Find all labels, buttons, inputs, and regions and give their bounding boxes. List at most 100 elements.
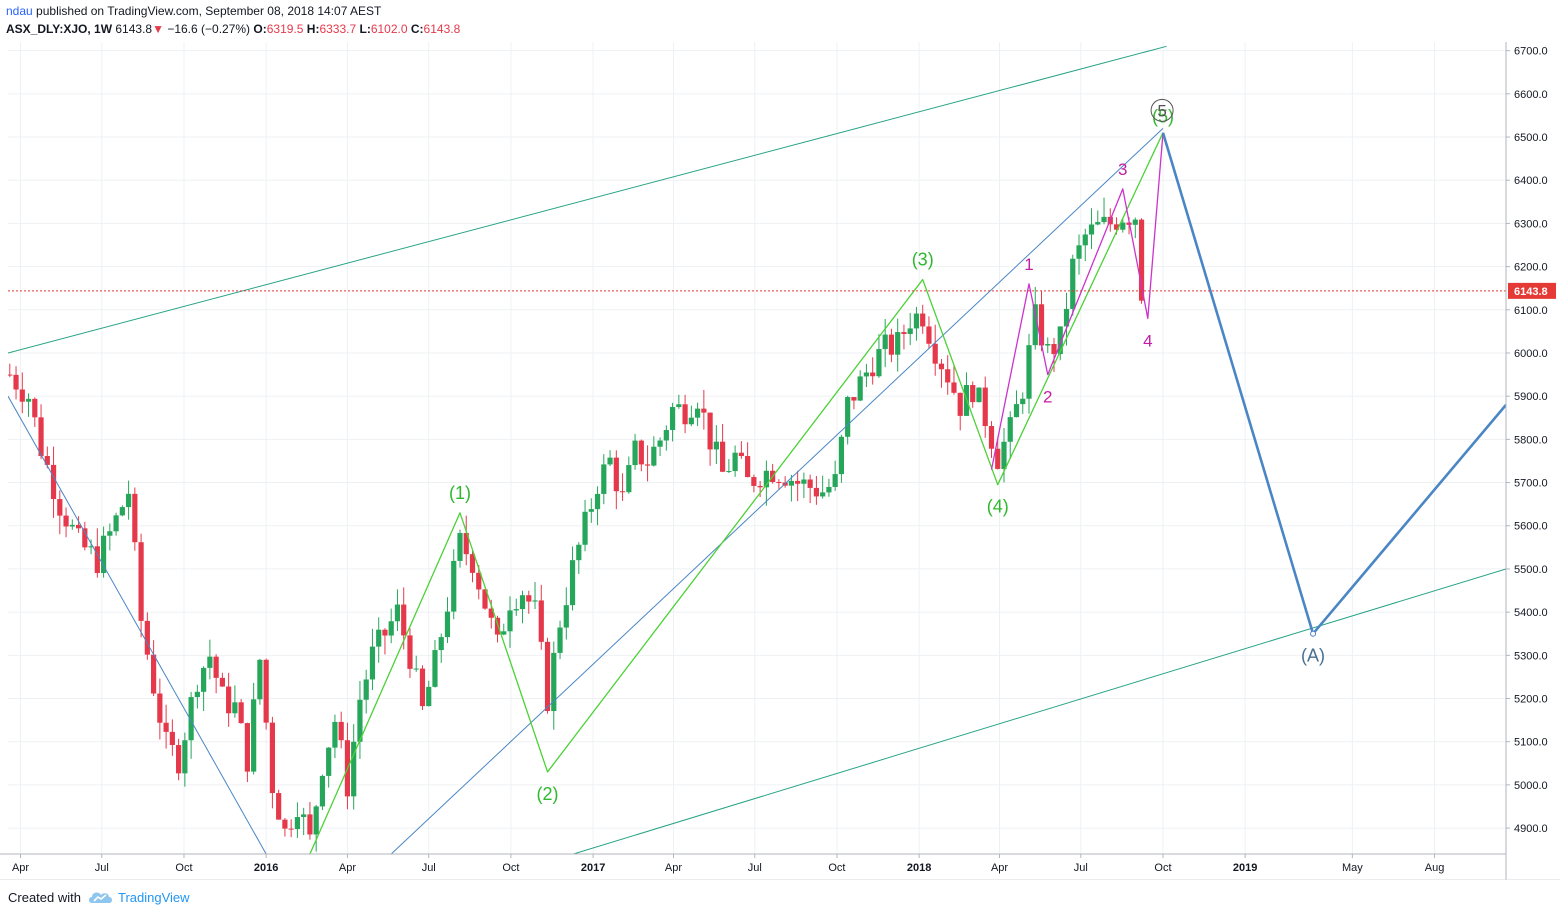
candle-body (50, 464, 57, 500)
candle-body (888, 334, 895, 355)
publish-line: ndau published on TradingView.com, Septe… (6, 4, 381, 18)
candle-body (1076, 245, 1082, 259)
candle-6 (44, 446, 50, 469)
candle-body (232, 702, 238, 714)
candle-body (138, 542, 144, 621)
close-label: C: (410, 22, 424, 36)
candle-body (1113, 224, 1120, 230)
candle-body (482, 589, 488, 609)
price-chart[interactable]: (1) (2) (3) (4) (5) 1 2 3 4 5 (A) 4900.0 5000.0 5100.… (0, 42, 1560, 880)
candle-body (407, 635, 413, 669)
candle-body (201, 667, 207, 692)
candle-32 (207, 639, 213, 680)
candle-3 (25, 393, 32, 417)
candle-123 (776, 479, 782, 489)
candle-body (1120, 222, 1126, 230)
candle-body (188, 697, 194, 741)
candle-162 (1020, 392, 1026, 414)
candle-38 (244, 722, 250, 783)
x-tick-label-9: Jul (748, 862, 762, 874)
last-price-badge (1508, 282, 1556, 299)
candle-body (976, 387, 982, 403)
candle-11 (75, 516, 82, 533)
candle-152 (957, 392, 963, 431)
candle-58 (369, 628, 376, 691)
candle-body (701, 408, 707, 413)
candle-66 (419, 665, 426, 711)
candle-15 (100, 526, 107, 578)
candle-body (688, 417, 694, 425)
candle-body (88, 546, 94, 548)
candle-90 (569, 546, 576, 611)
candle-141 (888, 328, 895, 363)
candle-21 (138, 533, 144, 638)
candle-34 (219, 672, 225, 688)
y-tick-label-10: 5900.0 (1514, 391, 1548, 403)
candle-45 (288, 819, 294, 838)
candle-body (1138, 219, 1145, 301)
author-link[interactable]: ndau (6, 4, 33, 18)
candle-body (288, 828, 294, 830)
candle-107 (676, 394, 682, 409)
candle-24 (157, 678, 163, 740)
y-tick-label-3: 5200.0 (1514, 694, 1548, 706)
candle-74 (469, 550, 476, 583)
candle-173 (1088, 208, 1095, 250)
candle-body (882, 334, 888, 350)
wave-label-5: 1 (1024, 255, 1033, 274)
candle-101 (638, 439, 644, 472)
candle-132 (832, 460, 838, 491)
candle-body (32, 398, 38, 418)
candle-144 (907, 312, 913, 346)
candle-1 (13, 366, 19, 400)
candle-body (1132, 219, 1138, 225)
candle-body (538, 600, 544, 642)
candle-body (838, 436, 845, 475)
candle-97 (613, 450, 619, 510)
candle-109 (688, 405, 694, 427)
candle-142 (895, 318, 901, 372)
candle-175 (1101, 197, 1107, 225)
wave-label-3: (4) (987, 497, 1009, 517)
candle-body (870, 372, 876, 377)
y-tick-label-6: 5500.0 (1514, 564, 1548, 576)
candle-body (576, 544, 582, 561)
candle-body (357, 699, 363, 742)
candle-7 (50, 446, 57, 518)
candle-33 (213, 654, 219, 694)
tradingview-cloud-icon[interactable] (88, 889, 114, 905)
candle-75 (476, 565, 482, 600)
candle-body (676, 404, 682, 408)
candle-115 (726, 459, 732, 474)
x-tick-label-4: Apr (339, 862, 356, 874)
candle-body (513, 609, 519, 611)
candle-body (151, 654, 157, 694)
candle-body (488, 608, 494, 618)
candle-body (369, 646, 376, 680)
y-tick-label-7: 5600.0 (1514, 521, 1548, 533)
candle-body (269, 722, 276, 794)
candle-body (720, 441, 726, 472)
candle-73 (463, 515, 469, 566)
candle-172 (1082, 228, 1088, 262)
candle-body (1013, 404, 1020, 418)
close-value: 6143.8 (423, 22, 461, 36)
open-value: 6319.5 (266, 22, 304, 36)
candle-body (995, 448, 1001, 469)
candle-body (932, 343, 938, 364)
candle-81 (513, 598, 519, 616)
candle-body (738, 452, 744, 457)
candle-39 (251, 682, 257, 775)
candle-body (532, 600, 538, 602)
y-tick-label-8: 5700.0 (1514, 478, 1548, 490)
y-tick-label-15: 6400.0 (1514, 175, 1548, 187)
candle-body (713, 441, 719, 450)
candle-body (176, 745, 182, 774)
tradingview-brand-link[interactable]: TradingView (118, 890, 190, 905)
candle-body (57, 499, 63, 516)
candle-151 (951, 366, 957, 395)
candle-body (970, 385, 976, 403)
candle-19 (125, 480, 132, 520)
candle-99 (626, 456, 632, 494)
candle-69 (438, 633, 444, 663)
